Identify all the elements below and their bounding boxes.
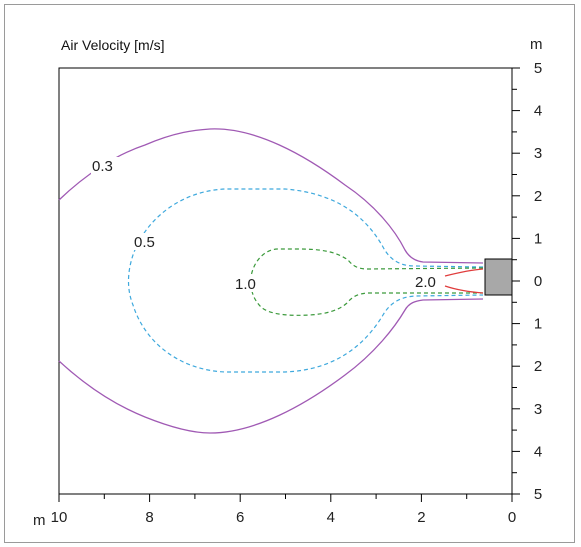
contour-0.3-lower: [58, 298, 484, 434]
y-tick-label: 2: [534, 358, 542, 375]
contour-2.0-upper: [444, 268, 484, 277]
contour-labels: 0.3 0.5 1.0 2.0: [91, 157, 442, 293]
y-tick-label: 1: [534, 316, 542, 333]
y-axis-ticks: 5 4 3 2 1 0 1 2 3 4 5: [512, 60, 542, 503]
x-axis-unit-label: m: [33, 512, 46, 529]
y-tick-label: 5: [534, 486, 542, 503]
contour-1.0: [250, 248, 484, 316]
air-velocity-diagram: Air Velocity [m/s] m m 0.3 0.5 1.0 2.0 1…: [33, 36, 543, 529]
contour-lines: [58, 128, 484, 434]
y-tick-label: 0: [534, 273, 542, 290]
contour-label-0.5: 0.5: [134, 234, 155, 251]
y-tick-label: 4: [534, 443, 542, 460]
x-tick-label: 6: [236, 509, 244, 526]
x-axis-ticks: 10 8 6 4 2 0: [51, 494, 516, 526]
y-tick-label: 1: [534, 230, 542, 247]
y-tick-label: 3: [534, 145, 542, 162]
contour-label-2.0: 2.0: [415, 274, 436, 291]
contour-0.5: [127, 188, 484, 373]
contour-label-1.0: 1.0: [235, 276, 256, 293]
air-outlet: [484, 258, 513, 296]
x-tick-label: 4: [327, 509, 335, 526]
y-axis-unit-label: m: [530, 36, 543, 53]
x-tick-label: 0: [508, 509, 516, 526]
x-tick-label: 8: [145, 509, 153, 526]
y-tick-label: 4: [534, 103, 542, 120]
x-tick-label: 2: [417, 509, 425, 526]
y-tick-label: 2: [534, 188, 542, 205]
x-tick-label: 10: [51, 509, 68, 526]
figure-frame: Air Velocity [m/s] m m 0.3 0.5 1.0 2.0 1…: [4, 4, 575, 543]
contour-0.3-upper: [58, 128, 484, 264]
plot-area: [58, 67, 513, 495]
contour-label-0.3: 0.3: [92, 158, 113, 175]
y-tick-label: 5: [534, 60, 542, 77]
y-tick-label: 3: [534, 401, 542, 418]
contour-2.0-lower: [444, 285, 484, 294]
diagram-title: Air Velocity [m/s]: [61, 37, 164, 53]
